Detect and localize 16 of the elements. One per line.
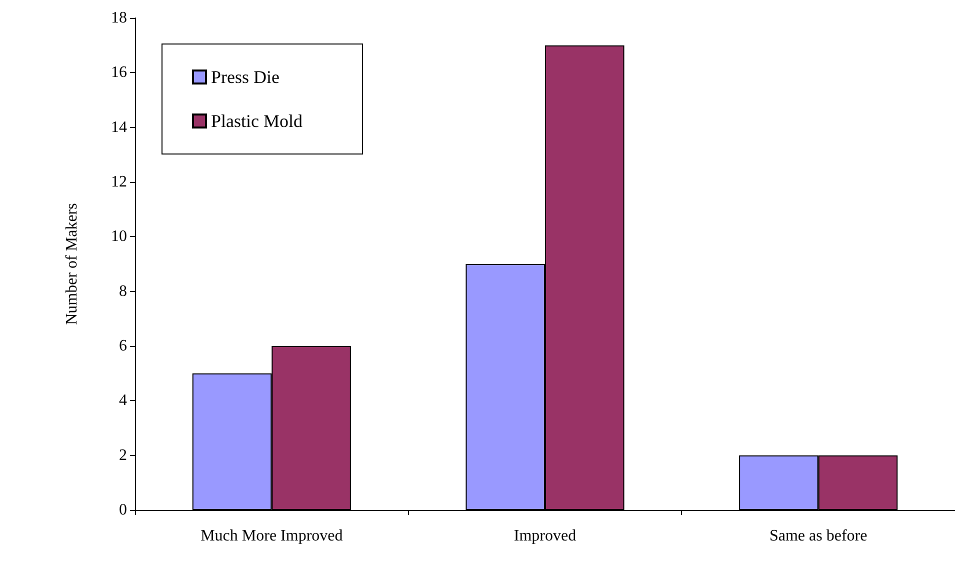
legend-label: Plastic Mold [211,111,303,131]
y-tick-label: 8 [119,282,127,300]
x-tick-label: Improved [514,528,576,544]
y-tick-label: 12 [111,174,127,190]
y-tick-label: 14 [111,118,127,136]
y-tick-label: 10 [111,228,127,246]
y-tick-label: 18 [111,10,127,26]
y-tick-label: 0 [119,502,127,518]
x-tick-label: Same as before [769,528,868,544]
legend-label: Press Die [211,67,280,87]
x-tick-label: Much More Improved [200,528,343,544]
y-axis-title: Number of Makers [64,203,80,325]
y-tick-label: 4 [119,392,127,410]
y-tick-label: 2 [119,446,127,464]
y-tick-label: 16 [111,64,127,82]
y-tick-label: 6 [119,338,127,354]
